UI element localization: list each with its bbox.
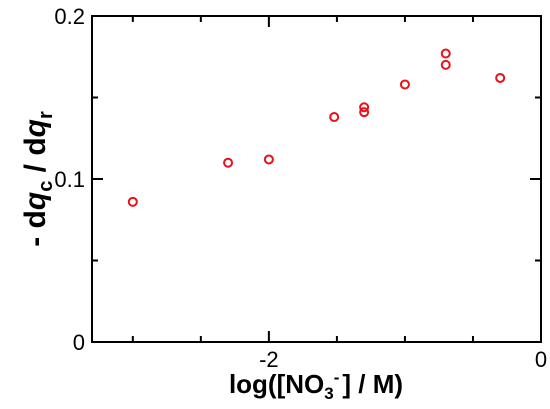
x-axis-title-subscript: 3 [324,384,333,403]
x-axis-title: log([NO3-] / M) [229,368,403,403]
x-tick-label: 0 [535,347,547,372]
y-axis-title-sub1: c [35,181,57,192]
y-axis-title-part2: / d [19,137,52,180]
x-axis-title-superscript: - [334,368,340,387]
data-point [495,72,506,83]
y-axis-title: - dqc / dqr [19,111,57,247]
x-axis-title-suffix: ] / M) [342,369,403,399]
y-tick-label: 0.2 [54,4,85,29]
data-point [359,107,370,118]
data-points [127,48,506,207]
y-tick-label: 0.1 [54,167,85,192]
y-axis-title-part1: - d [19,210,52,247]
axis-ticks [92,15,542,343]
y-axis-title-sub2: r [35,111,57,119]
axis-tick-labels: -2 0 0 0.1 0.2 [54,4,547,372]
data-point [127,196,138,207]
data-point [263,154,274,165]
data-point [329,112,340,123]
data-point [440,59,451,70]
data-point [223,157,234,168]
plot-frame [91,15,542,343]
y-axis-title-q1: q [19,192,52,210]
y-tick-label: 0 [73,330,85,355]
y-axis-title-q2: q [19,119,52,137]
data-point [399,79,410,90]
data-point [440,48,451,59]
data-point [359,102,370,113]
x-axis-title-prefix: log([NO [229,369,324,399]
x-tick-label: -2 [259,347,279,372]
